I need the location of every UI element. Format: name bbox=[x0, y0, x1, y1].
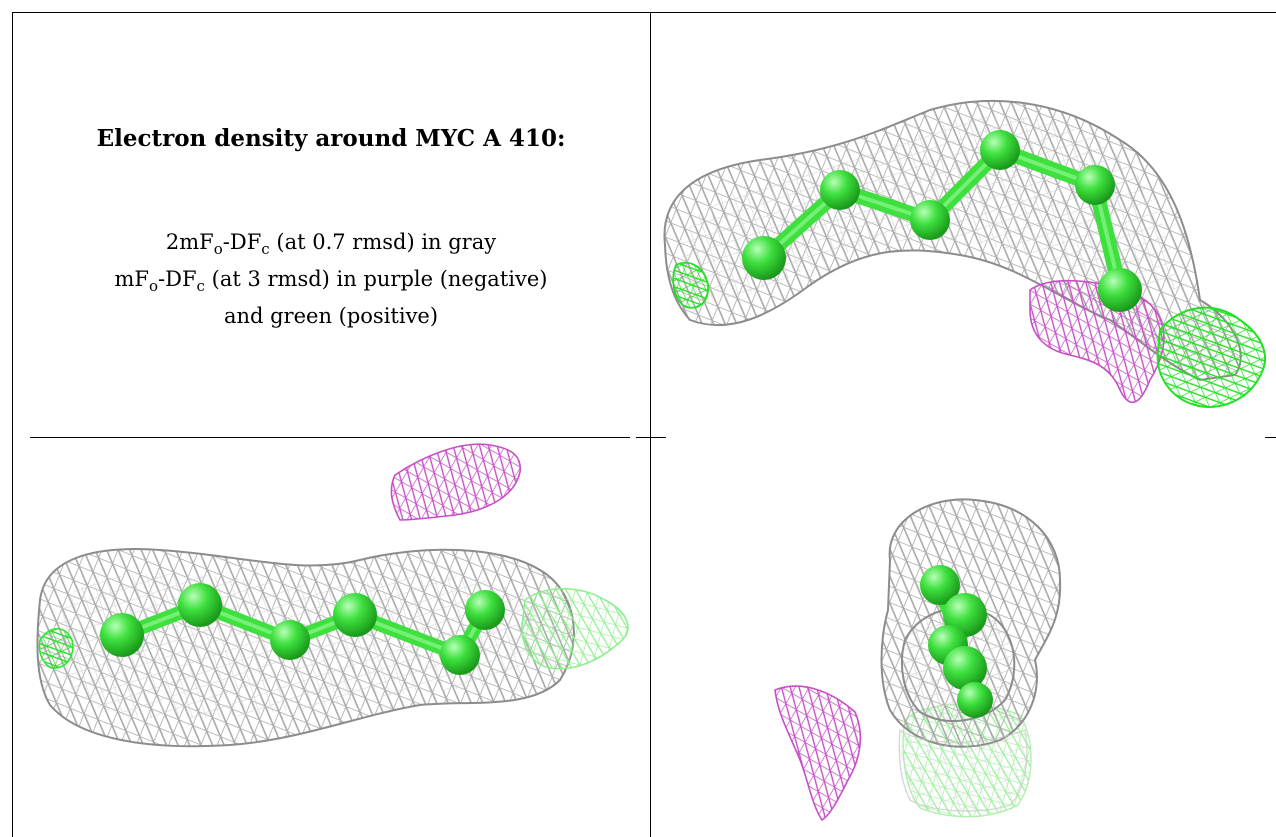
table-border-left bbox=[12, 12, 13, 837]
legend-line-colors: and green (positive) bbox=[223, 304, 439, 329]
density-mesh-positive-small bbox=[672, 261, 709, 309]
density-mesh-positive bbox=[1156, 306, 1266, 408]
density-mesh-gray-lower bbox=[898, 728, 1028, 812]
figure-title: Electron density around MYC A 410: bbox=[96, 125, 566, 152]
density-mesh-negative bbox=[774, 685, 862, 822]
legend-line-fofc: mFo-DFc (at 3 rmsd) in purple (negative) bbox=[114, 267, 548, 296]
legend-cell: Electron density around MYC A 410: 2mFo-… bbox=[12, 12, 650, 437]
density-mesh-negative bbox=[390, 443, 521, 521]
map-legend: 2mFo-DFc (at 0.7 rmsd) in gray mFo-DFc (… bbox=[12, 227, 650, 331]
table-divider-horizontal-left bbox=[30, 437, 630, 438]
ligand-atoms bbox=[742, 130, 1142, 312]
table-divider-vertical bbox=[650, 12, 651, 837]
table-divider-horizontal-right bbox=[636, 437, 666, 438]
ligand-atoms bbox=[920, 565, 993, 718]
legend-line-2fofc: 2mFo-DFc (at 0.7 rmsd) in gray bbox=[165, 230, 497, 259]
density-mesh-positive-small bbox=[38, 627, 74, 669]
ligand-atoms bbox=[100, 583, 505, 675]
table-border-top bbox=[12, 12, 1276, 13]
table-divider-tick bbox=[1265, 437, 1276, 438]
density-mesh-positive-light bbox=[521, 587, 629, 670]
